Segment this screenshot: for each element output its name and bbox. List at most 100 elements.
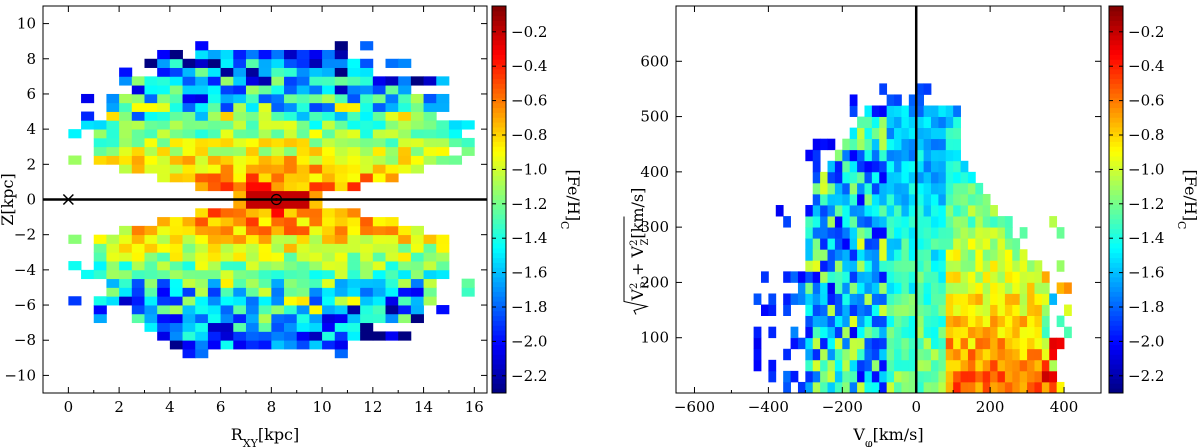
heatmap-cell bbox=[953, 293, 961, 305]
heatmap-cell bbox=[207, 76, 221, 86]
heatmap-cell bbox=[284, 340, 298, 350]
heatmap-cell bbox=[834, 160, 843, 173]
heatmap-cell bbox=[258, 208, 272, 218]
heatmap-cell bbox=[131, 102, 145, 112]
heatmap-cell bbox=[783, 293, 791, 305]
heatmap-cell bbox=[1012, 271, 1021, 283]
colorbar-segment bbox=[1109, 238, 1123, 244]
heatmap-cell bbox=[827, 337, 836, 350]
heatmap-cell bbox=[436, 243, 450, 253]
left-y-axis-label: Z[kpc] bbox=[0, 173, 17, 226]
colorbar-segment bbox=[1109, 339, 1123, 346]
colorbar-segment bbox=[492, 262, 506, 268]
heatmap-cell bbox=[68, 261, 82, 271]
heatmap-cell bbox=[864, 249, 873, 261]
heatmap-cell bbox=[220, 102, 234, 112]
heatmap-cell bbox=[864, 182, 873, 195]
heatmap-cell bbox=[284, 225, 298, 236]
heatmap-cell bbox=[93, 252, 107, 262]
heatmap-cell bbox=[398, 296, 412, 306]
heatmap-cell bbox=[220, 181, 234, 192]
heatmap-cell bbox=[106, 155, 120, 165]
heatmap-cell bbox=[864, 127, 873, 140]
heatmap-cell bbox=[805, 282, 814, 294]
heatmap-cell bbox=[360, 120, 374, 130]
heatmap-cell bbox=[271, 278, 285, 288]
heatmap-cell bbox=[322, 261, 336, 271]
heatmap-cell bbox=[207, 296, 221, 306]
heatmap-cell bbox=[233, 93, 247, 104]
heatmap-cell bbox=[931, 271, 939, 283]
heatmap-cell bbox=[423, 243, 437, 253]
heatmap-cell bbox=[258, 93, 272, 104]
heatmap-cell bbox=[805, 315, 814, 328]
heatmap-cell bbox=[169, 225, 183, 236]
heatmap-cell bbox=[908, 160, 917, 173]
heatmap-cell bbox=[916, 216, 925, 228]
heatmap-cell bbox=[284, 146, 298, 156]
heatmap-cell bbox=[761, 304, 769, 316]
left-x-axis-label: RXY[kpc] bbox=[231, 425, 300, 447]
colorbar-segment bbox=[492, 122, 506, 128]
heatmap-cell bbox=[842, 370, 851, 383]
heatmap-cell bbox=[938, 238, 947, 250]
heatmap-cell bbox=[334, 93, 348, 104]
heatmap-cell bbox=[233, 190, 247, 200]
heatmap-cell bbox=[169, 322, 183, 332]
heatmap-cell bbox=[812, 370, 821, 383]
heatmap-cell bbox=[207, 49, 221, 60]
heatmap-cell bbox=[990, 260, 998, 272]
heatmap-cell bbox=[864, 138, 873, 151]
colorbar-segment bbox=[492, 257, 506, 263]
heatmap-cell bbox=[871, 127, 880, 140]
heatmap-cell bbox=[1019, 304, 1028, 316]
colorbar-segment bbox=[492, 238, 506, 244]
y-tick-label: −6 bbox=[14, 296, 36, 314]
heatmap-cell bbox=[849, 326, 858, 339]
heatmap-cell bbox=[322, 120, 336, 130]
colorbar-segment bbox=[492, 15, 506, 22]
x-tick-label: 2 bbox=[114, 398, 124, 416]
heatmap-cell bbox=[967, 359, 976, 372]
heatmap-cell bbox=[220, 58, 234, 68]
colorbar-segment bbox=[1109, 131, 1123, 138]
heatmap-cell bbox=[931, 326, 939, 339]
heatmap-cell bbox=[157, 278, 171, 288]
heatmap-cell bbox=[864, 282, 873, 294]
heatmap-cell bbox=[849, 271, 858, 283]
colorbar-segment bbox=[1109, 276, 1123, 283]
heatmap-cell bbox=[245, 58, 260, 68]
heatmap-cell bbox=[953, 138, 961, 151]
heatmap-cell bbox=[923, 83, 932, 95]
heatmap-cell bbox=[871, 182, 880, 195]
heatmap-cell bbox=[931, 238, 939, 250]
heatmap-cell bbox=[901, 193, 910, 206]
heatmap-cell bbox=[834, 238, 843, 250]
colorbar-segment bbox=[492, 39, 506, 46]
heatmap-cell bbox=[997, 359, 1006, 372]
heatmap-cell bbox=[1041, 348, 1050, 361]
heatmap-cell bbox=[931, 249, 939, 261]
heatmap-cell bbox=[220, 173, 234, 183]
heatmap-cell bbox=[1034, 381, 1043, 394]
heatmap-cell bbox=[879, 171, 888, 184]
heatmap-cell bbox=[975, 348, 984, 361]
heatmap-cell bbox=[938, 149, 947, 162]
heatmap-cell bbox=[842, 348, 851, 361]
heatmap-cell bbox=[436, 93, 450, 104]
heatmap-cell bbox=[334, 129, 348, 139]
right-x-axis-label: Vφ[km/s] bbox=[852, 425, 923, 447]
heatmap-cell bbox=[990, 238, 998, 250]
heatmap-cell bbox=[233, 146, 247, 156]
heatmap-cell bbox=[296, 111, 310, 121]
heatmap-cell bbox=[945, 315, 954, 328]
heatmap-cell bbox=[131, 129, 145, 139]
heatmap-cell bbox=[309, 102, 323, 112]
heatmap-cell bbox=[157, 243, 171, 253]
heatmap-cell bbox=[398, 252, 412, 262]
heatmap-cell bbox=[908, 293, 917, 305]
heatmap-cell bbox=[271, 173, 285, 183]
heatmap-cell bbox=[182, 102, 196, 112]
heatmap-cell bbox=[827, 326, 836, 339]
y-tick-label: 300 bbox=[640, 218, 669, 236]
